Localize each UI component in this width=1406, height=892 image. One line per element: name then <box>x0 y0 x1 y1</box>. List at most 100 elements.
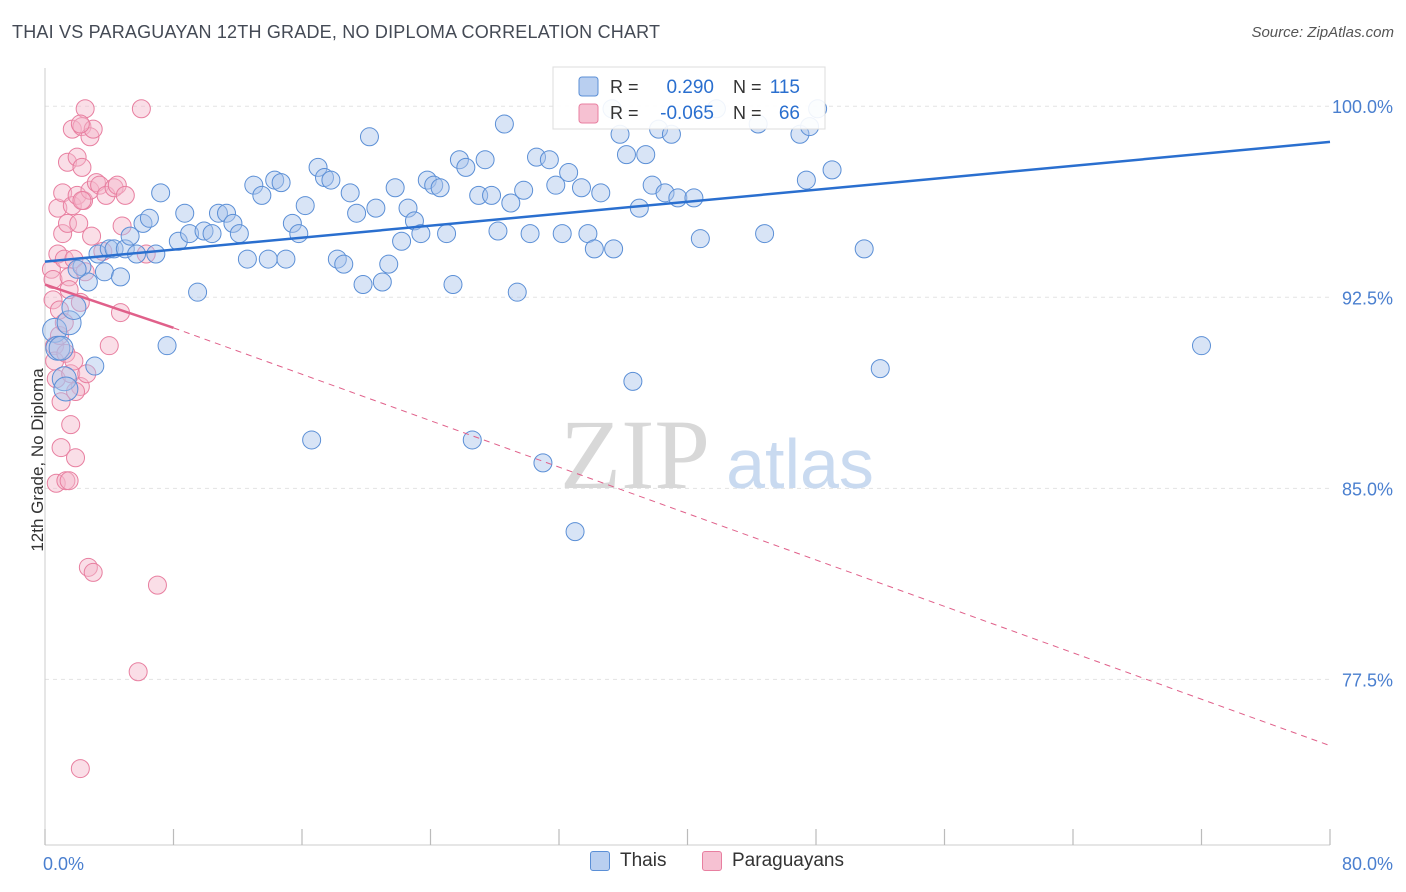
thais-point-98 <box>684 188 704 208</box>
thais-point-108 <box>854 239 874 259</box>
thais-point-74 <box>514 180 534 200</box>
thais-point-4 <box>61 294 87 320</box>
legend-n-label-1: N = <box>733 103 762 123</box>
paraguayans-points <box>41 99 167 779</box>
legend-swatch-paraguayans <box>578 103 599 124</box>
paraguayans-point-57 <box>128 662 148 682</box>
paraguayans-point-44 <box>82 226 102 246</box>
thais-point-22 <box>175 203 195 223</box>
thais-point-31 <box>237 249 257 269</box>
thais-point-30 <box>229 224 249 244</box>
paraguayans-point-19 <box>57 152 77 172</box>
legend-swatch-thais-bottom <box>590 851 610 871</box>
paraguayans-point-39 <box>75 262 95 282</box>
thais-point-46 <box>334 254 354 274</box>
thais-point-113 <box>67 259 87 279</box>
thais-point-25 <box>194 221 214 241</box>
thais-point-107 <box>822 160 842 180</box>
thais-point-24 <box>188 282 208 302</box>
thais-point-9 <box>94 262 114 282</box>
thais-point-58 <box>411 224 431 244</box>
y-tick-label-3: 77.5% <box>1342 670 1393 690</box>
paraguayans-point-55 <box>112 216 132 236</box>
legend-r-value-1: -0.065 <box>660 103 714 124</box>
axes <box>44 68 1331 846</box>
thais-point-75 <box>520 224 540 244</box>
watermark: ZIP atlas <box>560 399 874 510</box>
paraguayans-point-2 <box>43 290 63 310</box>
paraguayans-point-65 <box>70 114 90 134</box>
legend-item-thais[interactable]: Thais <box>590 850 666 872</box>
thais-point-27 <box>208 203 228 223</box>
paraguayans-point-36 <box>72 157 92 177</box>
thais-point-112 <box>53 376 79 402</box>
thais-point-11 <box>104 239 124 259</box>
thais-point-73 <box>507 282 527 302</box>
thais-point-110 <box>1192 336 1211 356</box>
paraguayans-point-60 <box>147 575 167 595</box>
paraguayans-point-20 <box>57 213 77 233</box>
thais-point-56 <box>398 198 418 218</box>
thais-point-91 <box>629 198 649 218</box>
paraguayans-point-45 <box>83 119 103 139</box>
thais-point-82 <box>565 522 585 542</box>
thais-point-99 <box>690 229 710 249</box>
paraguayans-point-7 <box>48 198 68 218</box>
thais-point-40 <box>295 196 315 216</box>
thais-point-111 <box>48 335 74 361</box>
thais-point-45 <box>327 249 347 269</box>
thais-point-64 <box>449 150 469 170</box>
thais-point-90 <box>623 371 643 391</box>
paraguayans-point-61 <box>70 759 90 779</box>
thais-point-70 <box>488 221 508 241</box>
thais-point-55 <box>392 231 412 251</box>
paraguayans-point-12 <box>51 438 71 458</box>
thais-point-44 <box>321 170 341 190</box>
paraguayans-point-10 <box>49 325 69 345</box>
thais-point-23 <box>180 224 200 244</box>
legend-n-value-0: 115 <box>770 77 800 98</box>
thais-point-33 <box>252 185 272 205</box>
legend-r-label-0: R = <box>610 77 639 97</box>
thais-point-6 <box>78 272 98 292</box>
thais-point-77 <box>533 453 553 473</box>
paraguayans-point-14 <box>53 224 73 244</box>
paraguayans-point-47 <box>86 173 106 193</box>
thais-point-14 <box>120 226 140 246</box>
thais-point-17 <box>139 208 159 228</box>
trend-line-thais <box>44 140 1331 263</box>
thais-point-20 <box>157 336 177 356</box>
thais-point-49 <box>353 275 373 295</box>
legend-r-label-1: R = <box>610 103 639 123</box>
paraguayans-point-23 <box>61 364 81 384</box>
paraguayans-point-63 <box>72 190 92 210</box>
paraguayans-point-53 <box>107 175 127 195</box>
thais-point-18 <box>146 244 166 264</box>
thais-point-85 <box>584 239 604 259</box>
legend-swatch-paraguayans-bottom <box>702 851 722 871</box>
thais-point-79 <box>546 175 566 195</box>
legend-bottom: Thais Paraguayans <box>0 850 1406 880</box>
watermark-atlas: atlas <box>726 425 874 503</box>
paraguayans-point-40 <box>77 364 97 384</box>
paraguayans-point-52 <box>104 178 124 198</box>
thais-point-92 <box>636 145 656 165</box>
thais-point-28 <box>217 203 237 223</box>
thais-point-89 <box>616 145 636 165</box>
thais-point-53 <box>379 254 399 274</box>
legend-n-value-1: 66 <box>779 103 800 124</box>
legend-item-paraguayans[interactable]: Paraguayans <box>702 850 844 872</box>
paraguayans-point-64 <box>59 471 79 491</box>
thais-point-48 <box>347 203 367 223</box>
thais-point-109 <box>870 359 890 379</box>
thais-point-38 <box>282 213 302 233</box>
thais-point-26 <box>202 224 222 244</box>
chart-title: THAI VS PARAGUAYAN 12TH GRADE, NO DIPLOM… <box>12 22 661 42</box>
y-axis-label: 12th Grade, No Diploma <box>28 368 47 552</box>
thais-point-16 <box>133 213 153 233</box>
y-tick-label-1: 92.5% <box>1342 288 1393 308</box>
x-tick-label-0: 0.0% <box>43 854 84 874</box>
paraguayans-point-38 <box>75 99 95 119</box>
thais-point-34 <box>258 249 278 269</box>
thais-point-63 <box>443 275 463 295</box>
